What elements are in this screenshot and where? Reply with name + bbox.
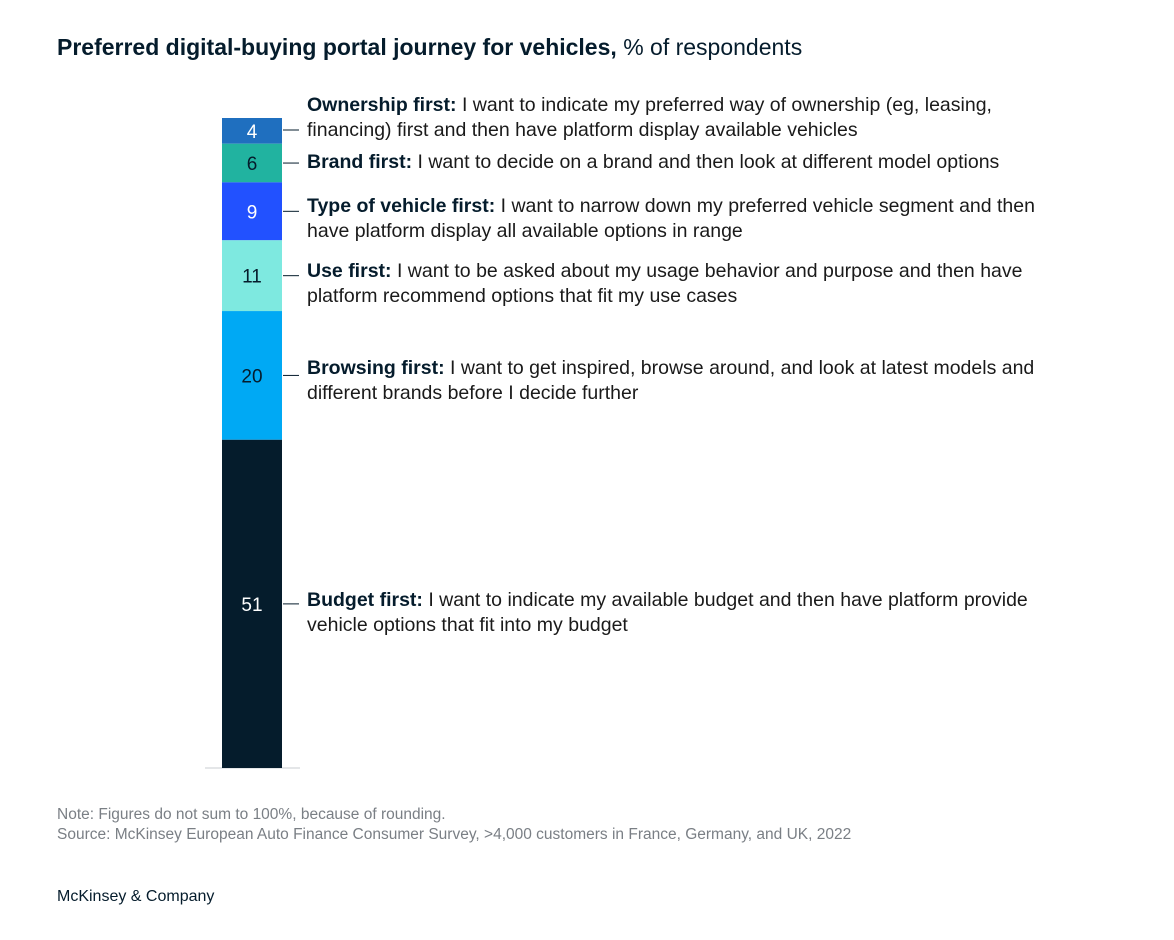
segment-description-4: Use first: I want to be asked about my u…	[307, 259, 1047, 309]
bar-value-label-5: 20	[241, 366, 262, 387]
segment-description-1: Ownership first: I want to indicate my p…	[307, 93, 1047, 143]
segment-name: Type of vehicle first:	[307, 195, 496, 217]
segment-name: Brand first:	[307, 151, 413, 173]
bar-value-label-3: 9	[247, 202, 258, 223]
chart-title-unit: % of respondents	[623, 34, 803, 60]
segment-name: Browsing first:	[307, 357, 445, 379]
segment-description-5: Browsing first: I want to get inspired, …	[307, 356, 1047, 406]
segment-text: I want to decide on a brand and then loo…	[412, 151, 1000, 173]
segment-text: I want to indicate my available budget a…	[307, 589, 1028, 636]
segment-name: Use first:	[307, 260, 392, 282]
bar-segment-6	[222, 439, 282, 768]
bar-segment-4	[222, 240, 282, 312]
segment-name: Budget first:	[307, 589, 423, 611]
footnote-source: Source: McKinsey European Auto Finance C…	[57, 826, 852, 843]
bar-value-label-4: 11	[242, 267, 262, 288]
bar-value-label-1: 4	[247, 122, 258, 143]
chart-title: Preferred digital-buying portal journey …	[57, 32, 802, 62]
bar-value-label-6: 51	[241, 595, 262, 616]
segment-text: I want to be asked about my usage behavi…	[307, 260, 1023, 307]
segment-description-2: Brand first: I want to decide on a brand…	[307, 150, 1047, 175]
segment-text: I want to indicate my preferred way of o…	[307, 94, 992, 141]
segment-description-3: Type of vehicle first: I want to narrow …	[307, 194, 1047, 244]
footnote: Note: Figures do not sum to 100%, becaus…	[57, 805, 851, 845]
footnote-note: Note: Figures do not sum to 100%, becaus…	[57, 806, 446, 823]
bar-segment-5	[222, 311, 282, 440]
bar-value-label-2: 6	[247, 154, 258, 175]
bar-segment-1	[222, 118, 282, 144]
chart-title-bold: Preferred digital-buying portal journey …	[57, 34, 617, 60]
segment-description-6: Budget first: I want to indicate my avai…	[307, 588, 1047, 638]
segment-text: I want to get inspired, browse around, a…	[307, 357, 1035, 404]
bar-segment-3	[222, 182, 282, 241]
segment-name: Ownership first:	[307, 94, 457, 116]
segment-text: I want to narrow down my preferred vehic…	[307, 195, 1035, 242]
bar-segment-2	[222, 143, 282, 183]
brand-logo-text: McKinsey & Company	[57, 888, 215, 905]
